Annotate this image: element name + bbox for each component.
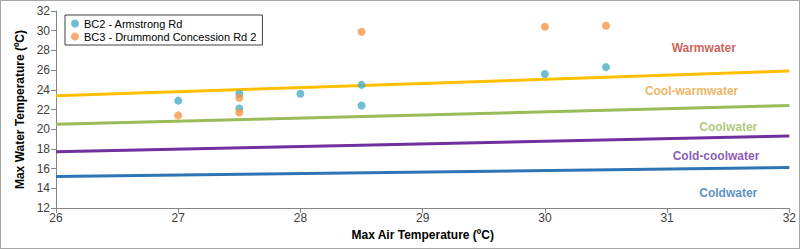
svg-text:12: 12 xyxy=(37,201,51,215)
svg-text:BC2 - Armstrong Rd: BC2 - Armstrong Rd xyxy=(84,18,182,30)
svg-text:Cool-warmwater: Cool-warmwater xyxy=(645,84,739,98)
svg-text:30: 30 xyxy=(37,24,51,38)
svg-text:14: 14 xyxy=(37,181,51,195)
svg-text:22: 22 xyxy=(37,103,51,117)
svg-text:16: 16 xyxy=(37,162,51,176)
svg-text:Coolwater: Coolwater xyxy=(699,120,757,134)
svg-text:Warmwater: Warmwater xyxy=(672,41,737,55)
svg-text:29: 29 xyxy=(416,211,430,225)
svg-text:Max Air Temperature (ºC): Max Air Temperature (ºC) xyxy=(351,228,493,242)
svg-text:18: 18 xyxy=(37,142,51,156)
svg-text:BC3 - Drummond Concession Rd 2: BC3 - Drummond Concession Rd 2 xyxy=(84,31,256,43)
svg-text:24: 24 xyxy=(37,83,51,97)
svg-text:Max Water Temperature (ºC): Max Water Temperature (ºC) xyxy=(13,30,27,189)
svg-text:26: 26 xyxy=(37,63,51,77)
svg-text:30: 30 xyxy=(538,211,552,225)
svg-text:28: 28 xyxy=(37,43,51,57)
svg-text:31: 31 xyxy=(660,211,674,225)
svg-text:32: 32 xyxy=(783,211,797,225)
svg-text:32: 32 xyxy=(37,4,51,18)
svg-text:28: 28 xyxy=(294,211,308,225)
svg-text:20: 20 xyxy=(37,122,51,136)
svg-text:26: 26 xyxy=(49,211,63,225)
svg-text:27: 27 xyxy=(172,211,186,225)
svg-text:Coldwater: Coldwater xyxy=(699,186,757,200)
svg-text:Cold-coolwater: Cold-coolwater xyxy=(673,149,760,163)
